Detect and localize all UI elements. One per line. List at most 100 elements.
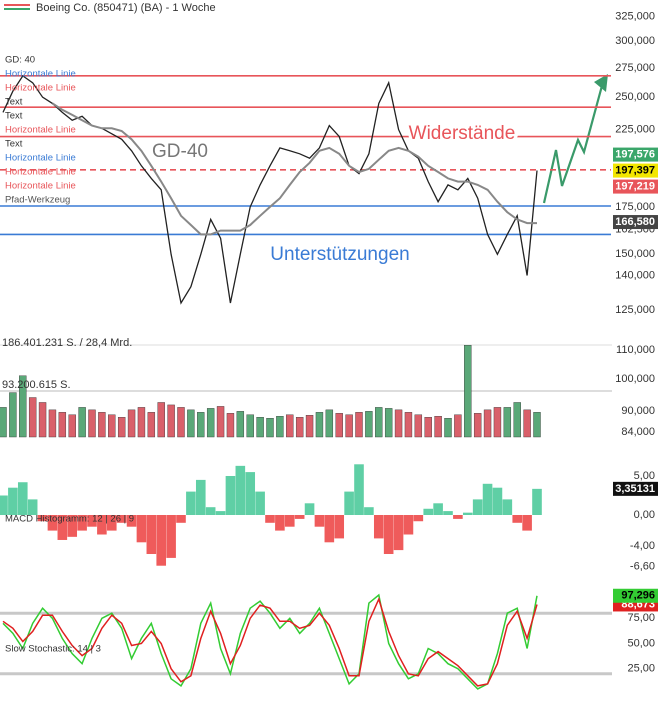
volume-bar	[483, 409, 492, 438]
macd-bar	[393, 515, 404, 551]
value-tag-label: 97,296	[621, 590, 655, 602]
volume-bar	[454, 414, 462, 438]
volume-bar	[305, 415, 314, 438]
volume-bar	[78, 407, 86, 438]
volume-bar	[28, 397, 37, 438]
y-tick-label: 175,000	[615, 201, 655, 213]
volume-bar	[226, 413, 235, 438]
macd-bar	[413, 515, 424, 522]
stochastic-line	[2, 596, 538, 687]
volume-bar	[404, 412, 413, 438]
macd-bar	[156, 515, 167, 566]
macd-bar	[334, 515, 345, 539]
volume-mid-label: 93.200.615 S.	[2, 379, 71, 391]
macd-bar	[255, 491, 265, 515]
volume-bar	[256, 417, 264, 438]
price-line	[2, 74, 538, 305]
macd-bar	[304, 503, 315, 515]
trend-arrow	[542, 74, 608, 204]
macd-bar	[116, 515, 127, 523]
macd-bar	[67, 515, 78, 537]
volume-bar	[523, 409, 531, 438]
value-tag-label: 166,580	[615, 216, 655, 228]
macd-bar	[294, 515, 305, 519]
volume-bar	[88, 409, 96, 438]
y-tick-label: 5,00	[634, 470, 655, 482]
value-tag-label: 3,35131	[615, 483, 655, 495]
macd-bar	[146, 515, 157, 555]
legend-label: GD: 40	[5, 55, 35, 66]
macd-bar	[77, 515, 87, 531]
volume-bar	[335, 413, 343, 438]
chart-title: Boeing Co. (850471) (BA) - 1 Woche	[36, 2, 216, 14]
macd-bar	[354, 464, 364, 515]
macd-bar	[403, 515, 414, 535]
macd-bar	[106, 515, 117, 531]
macd-bar	[265, 515, 275, 523]
macd-bar	[373, 515, 384, 539]
macd-bar	[314, 515, 325, 527]
y-tick-label: 100,000	[615, 373, 655, 385]
value-tag	[613, 588, 658, 603]
volume-bar	[315, 412, 324, 438]
tool-label: Horizontale Linie	[5, 125, 76, 136]
volume-bar	[117, 417, 126, 438]
value-tag-label: 197,219	[615, 180, 655, 192]
volume-bar	[493, 407, 502, 438]
y-tick-label: 90,000	[621, 405, 655, 417]
macd-bar	[522, 515, 532, 531]
y-tick-label: -6,60	[630, 560, 655, 572]
arrow-head	[594, 74, 608, 92]
volume-bar	[19, 375, 27, 438]
y-tick-label: 50,00	[627, 637, 655, 649]
tool-label: Horizontale Linie	[5, 83, 76, 94]
volume-bar	[127, 409, 136, 438]
y-tick-label: 300,000	[615, 35, 655, 47]
volume-bar	[216, 406, 225, 438]
volume-bar	[147, 412, 156, 438]
y-tick-label: 150,000	[615, 248, 655, 260]
volume-bar	[38, 402, 47, 438]
tool-label: Text	[5, 111, 23, 122]
macd-bar	[324, 515, 335, 543]
volume-bar	[464, 344, 472, 438]
macd-bar	[195, 479, 206, 515]
macd-bar	[492, 487, 503, 515]
tool-label: Horizontale Linie	[5, 181, 76, 192]
volume-bar	[295, 417, 304, 438]
annotation: GD-40	[152, 141, 208, 162]
volume-bar	[414, 414, 423, 438]
volume-bar	[345, 414, 353, 438]
tool-label: Text	[5, 97, 23, 108]
value-tag	[613, 179, 658, 194]
volume-bar	[187, 409, 195, 438]
macd-bar	[47, 515, 58, 531]
volume-bar	[325, 409, 334, 438]
y-tick-label: 110,000	[616, 344, 655, 356]
volume-max-label: 186.401.231 S. / 28,4 Mrd.	[2, 337, 132, 349]
macd-bar	[215, 511, 226, 515]
macd-bar	[126, 515, 137, 527]
y-tick-label: 25,00	[627, 663, 655, 675]
volume-bar	[58, 412, 67, 438]
volume-bar	[266, 418, 274, 438]
macd-bar	[502, 499, 513, 515]
macd-bar	[97, 515, 107, 535]
y-tick-label: 325,000	[615, 10, 655, 22]
macd-bar	[443, 511, 453, 515]
arrow-path	[542, 81, 605, 204]
macd-bar	[166, 515, 176, 558]
stochastic-line	[2, 593, 538, 690]
macd-bar	[423, 508, 434, 515]
macd-bar	[462, 512, 473, 515]
y-tick-label: 0,00	[634, 509, 655, 521]
macd-bar	[453, 515, 463, 519]
moving-average	[51, 102, 537, 236]
macd-bar	[225, 475, 236, 515]
value-tag	[613, 163, 658, 178]
macd-bar	[17, 482, 28, 515]
macd-bar	[275, 515, 285, 531]
y-tick-label: 75,00	[627, 612, 655, 624]
